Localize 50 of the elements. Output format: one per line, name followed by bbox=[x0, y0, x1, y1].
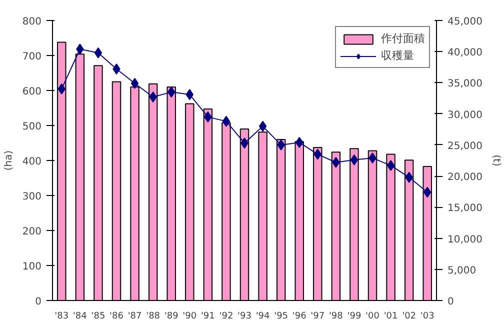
y-tick-label: 700 bbox=[22, 52, 42, 62]
y2-tick-label: 35,000 bbox=[448, 78, 482, 90]
x-tick-label: '84 bbox=[72, 312, 88, 322]
x-tick-label: '90 bbox=[182, 312, 197, 322]
x-tick-label: '87 bbox=[128, 312, 142, 322]
y-tick-label: 100 bbox=[22, 262, 42, 272]
y-tick-label: 0 bbox=[35, 296, 42, 308]
x-tick-label: '92 bbox=[219, 312, 234, 322]
y-tick-label: 600 bbox=[22, 86, 42, 98]
point bbox=[258, 120, 267, 132]
x-tick-label: '88 bbox=[146, 312, 160, 322]
x-tick-label: '95 bbox=[274, 312, 288, 322]
x-tick-label: '85 bbox=[91, 312, 106, 322]
x-tick-label: '91 bbox=[200, 312, 215, 322]
legend-label: 収穫量 bbox=[381, 48, 414, 63]
y-tick-label: 300 bbox=[22, 192, 42, 202]
x-tick-label: '89 bbox=[164, 312, 179, 322]
x-tick-label: '00 bbox=[366, 312, 380, 322]
y-tick-label: 800 bbox=[22, 16, 42, 28]
y2-tick-label: 20,000 bbox=[448, 172, 482, 184]
x-tick-label: '98 bbox=[328, 312, 344, 322]
y2-tick-label: 40,000 bbox=[448, 48, 482, 59]
point bbox=[222, 116, 230, 127]
x-tick-label: '83 bbox=[54, 312, 69, 322]
y-tick-label: 500 bbox=[22, 122, 42, 132]
y2-tick-label: 45,000 bbox=[448, 16, 482, 28]
x-tick-label: '86 bbox=[110, 312, 124, 322]
point bbox=[386, 160, 395, 171]
y-axis-title: (ha) bbox=[3, 150, 14, 171]
point bbox=[94, 47, 102, 58]
point bbox=[350, 154, 358, 166]
x-tick-label: '96 bbox=[292, 312, 307, 322]
y2-tick-label: 25,000 bbox=[448, 140, 482, 152]
legend-label: 作付面積 bbox=[381, 31, 425, 46]
x-tick-label: '03 bbox=[420, 312, 434, 322]
x-tick-label: '94 bbox=[256, 312, 270, 322]
x-tick-label: '93 bbox=[238, 312, 252, 322]
point bbox=[130, 78, 139, 89]
y2-tick-label: 15,000 bbox=[448, 203, 482, 214]
x-tick-label: '01 bbox=[384, 312, 398, 322]
y-tick-label: 400 bbox=[22, 156, 42, 168]
y2-tick-label: 5,000 bbox=[448, 265, 476, 276]
y-tick-label: 200 bbox=[22, 226, 42, 238]
x-tick-label: '99 bbox=[347, 312, 362, 322]
x-tick-label: '97 bbox=[310, 312, 325, 322]
y2-tick-label: 0 bbox=[448, 296, 454, 308]
y2-axis-title: (t) bbox=[490, 154, 502, 166]
x-tick-label: '02 bbox=[402, 312, 416, 322]
y2-tick-label: 30,000 bbox=[448, 110, 482, 121]
y2-tick-label: 10,000 bbox=[448, 234, 482, 246]
